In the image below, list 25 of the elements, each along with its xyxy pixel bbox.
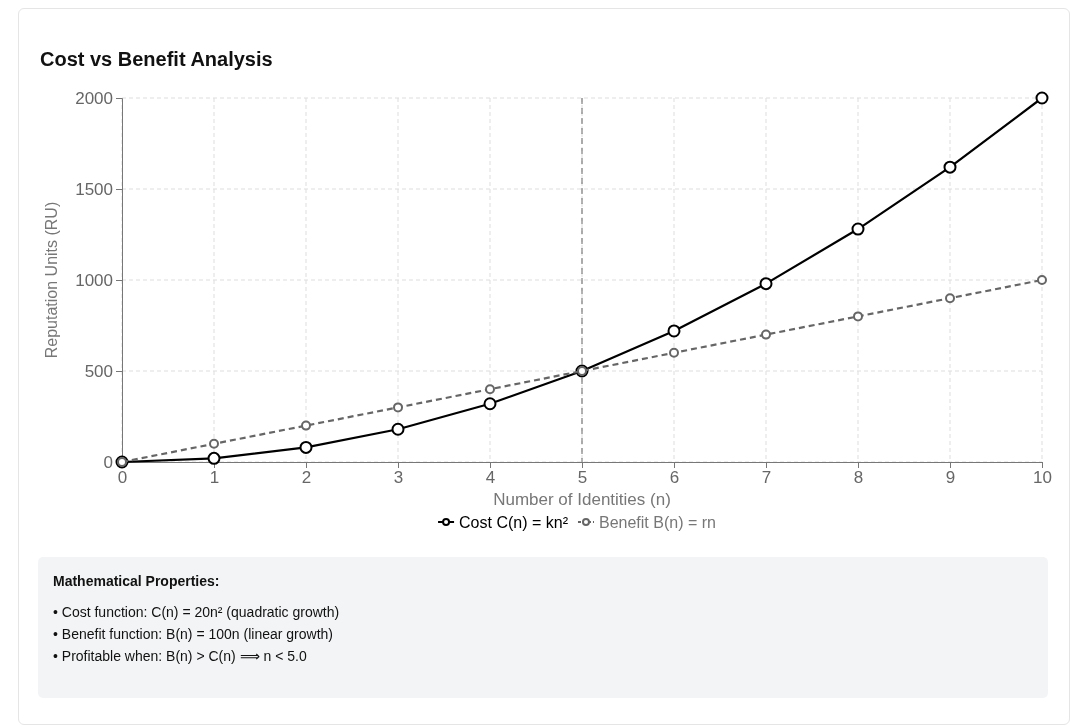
y-tick-label: 1000: [75, 270, 113, 290]
x-tick-label: 1: [209, 468, 220, 488]
x-tick-label: 4: [485, 468, 496, 488]
legend-label: Benefit B(n) = rn: [598, 514, 716, 531]
x-tick-label: 5: [577, 468, 588, 488]
text: • Profitable when: B(n) > C(n) ⟹ n < 5.0: [53, 648, 307, 664]
x-tick-label: 8: [853, 468, 864, 488]
text: • Benefit function: B(n) = 100n (linear growth): [53, 626, 333, 642]
x-tick-label: 7: [761, 468, 772, 488]
y-tick-label: 2000: [75, 88, 113, 108]
x-tick-label: 6: [669, 468, 680, 488]
y-tick-label: 1500: [75, 179, 113, 199]
x-tick-label: 3: [393, 468, 404, 488]
x-tick-label: 9: [945, 468, 956, 488]
x-axis-title: Number of Identities (n): [493, 490, 671, 509]
text: Mathematical Properties:: [53, 573, 220, 589]
chart-title: Cost vs Benefit Analysis: [40, 48, 273, 70]
y-tick-label: 0: [103, 452, 113, 472]
x-tick-label: 10: [1033, 468, 1052, 488]
text: • Cost function: C(n) = 20n² (quadratic growth): [53, 604, 340, 620]
x-tick-label: 0: [117, 468, 128, 488]
x-tick-label: 2: [301, 468, 312, 488]
legend-label: Cost C(n) = kn²: [459, 514, 569, 531]
y-tick-label: 500: [84, 361, 113, 381]
y-axis-title: Reputation Units (RU): [43, 201, 60, 359]
